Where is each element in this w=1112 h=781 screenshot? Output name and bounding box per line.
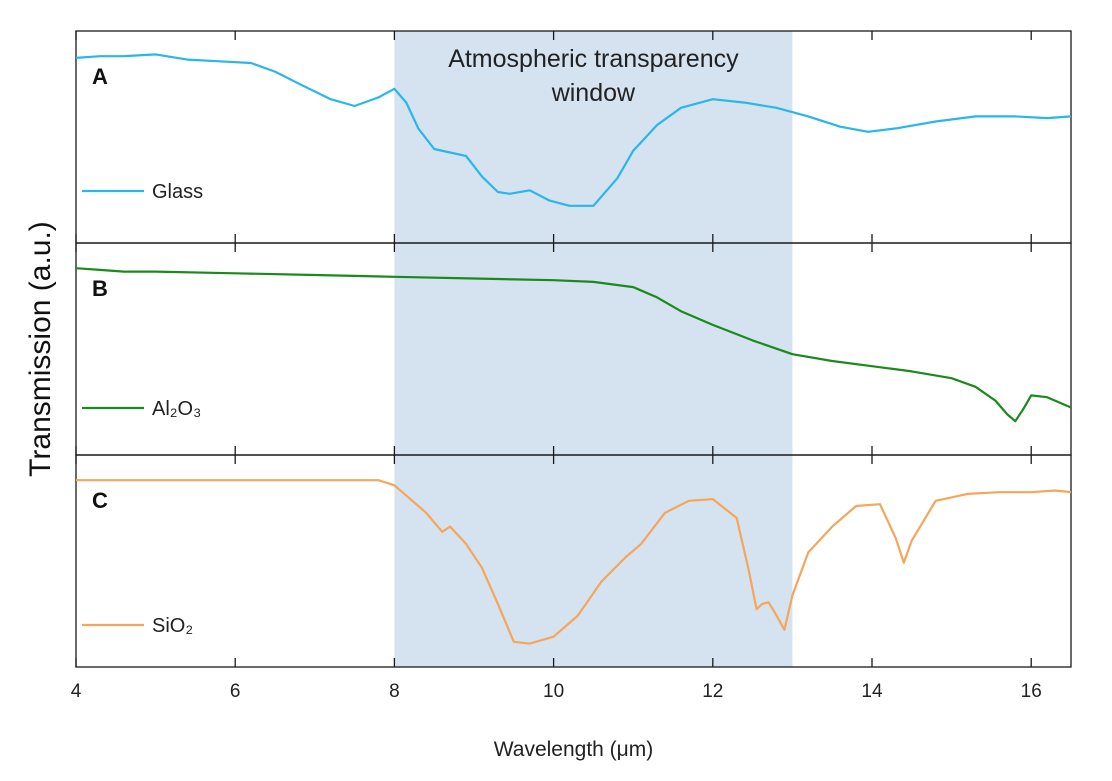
transparency-window-label-line1: Atmospheric transparency	[448, 45, 739, 73]
x-tick-label: 6	[230, 681, 241, 702]
panel-c: C SiO₂	[75, 454, 1072, 668]
x-tick-label: 4	[71, 681, 82, 702]
transparency-window-band	[394, 31, 793, 667]
panel-frame	[75, 454, 1072, 668]
transparency-window-label-line2: window	[551, 79, 636, 107]
legend-label: Glass	[152, 181, 203, 203]
panel-letter: C	[92, 488, 108, 513]
series-line-c	[76, 479, 1072, 645]
x-tick-label: 16	[1021, 681, 1042, 702]
legend-label: SiO₂	[152, 615, 193, 637]
x-axis: 4 6 8 10 12 14 16	[71, 681, 1042, 702]
series-line-b	[75, 267, 1072, 423]
panel-letter: B	[92, 276, 108, 301]
series-line-a	[75, 53, 1072, 207]
legend-label: Al₂O₃	[152, 398, 201, 420]
x-tick-label: 8	[389, 681, 400, 702]
x-tick-label: 10	[543, 681, 564, 702]
x-tick-label: 12	[702, 681, 723, 702]
x-axis-title: Wavelength (μm)	[494, 738, 654, 761]
x-tick-label: 14	[861, 681, 883, 702]
panels-group: A Glass B Al₂O₃ C SiO₂	[75, 30, 1072, 668]
y-axis-title: Transmission (a.u.)	[24, 221, 57, 477]
panel-letter: A	[92, 64, 108, 89]
